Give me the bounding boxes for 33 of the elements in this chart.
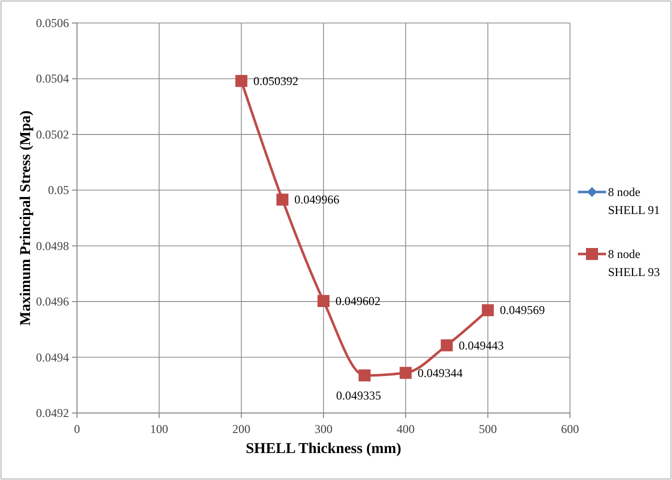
point: [440, 339, 453, 352]
x-tick-label: 400: [396, 422, 415, 436]
point: [318, 295, 330, 308]
point: [358, 369, 371, 382]
y-tick-label: 0.0506: [36, 16, 69, 30]
legend-label: 8 node SHELL 93: [608, 247, 660, 279]
point: [276, 194, 288, 206]
point: [235, 74, 248, 87]
y-tick-label: 0.0496: [36, 294, 69, 309]
x-tick-label: 100: [150, 422, 168, 436]
x-tick-label: 200: [232, 422, 250, 436]
y-axis-title: Maximum Principal Stress (Mpa): [18, 110, 34, 326]
y-tick-label: 0.0494: [36, 350, 69, 364]
data-label: 0.049602: [336, 294, 380, 308]
point: [482, 304, 494, 316]
data-label: 0.049966: [294, 192, 340, 207]
data-label: 0.050392: [253, 74, 298, 88]
x-axis-title: SHELL Thickness (mm): [246, 441, 402, 457]
data-label: 0.049335: [336, 388, 382, 402]
data-label: 0.049344: [418, 366, 463, 380]
legend-label: 8 node SHELL 91: [608, 185, 660, 217]
y-tick-label: 0.0492: [36, 406, 69, 420]
data-label: 0.049569: [500, 303, 545, 318]
data-label: 0.049443: [458, 338, 504, 352]
x-tick-label: 0: [74, 422, 80, 436]
x-tick-label: 600: [561, 422, 579, 436]
y-tick-label: 0.0502: [36, 127, 69, 142]
point: [400, 366, 412, 379]
x-tick-label: 300: [314, 422, 332, 436]
y-tick-label: 0.0504: [36, 72, 69, 86]
y-tick-label: 0.0498: [36, 238, 69, 253]
x-tick-label: 500: [478, 422, 497, 436]
y-tick-label: 0.05: [48, 183, 69, 198]
